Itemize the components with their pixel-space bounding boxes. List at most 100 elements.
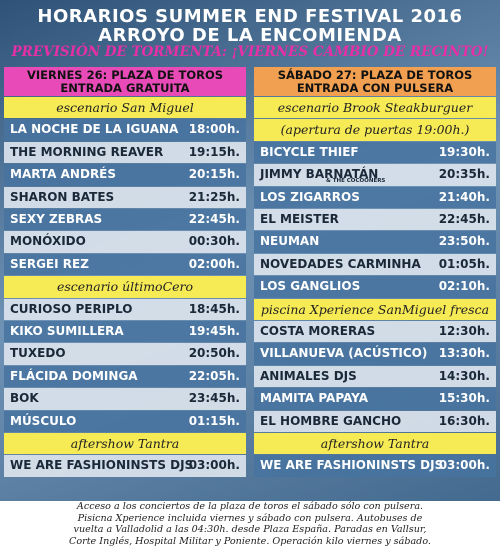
stage-name: (apertura de puertas 19:00h.)	[254, 119, 496, 141]
footer-line: Corte Inglés, Hospital Militar y Ponient…	[69, 535, 431, 547]
time: 18:00h.	[188, 122, 240, 137]
act-name: VILLANUEVA (ACÚSTICO)	[260, 346, 428, 361]
schedule-row: EL HOMBRE GANCHO 16:30h.	[254, 410, 496, 432]
schedule-row: MONÓXIDO 00:30h.	[4, 231, 246, 253]
schedule-row: BOK 23:45h.	[4, 388, 246, 410]
schedule-row: MARTA ANDRÉS 20:15h.	[4, 164, 246, 186]
act-name: WE ARE FASHIONINSTS DJS	[10, 458, 194, 473]
act-name: LOS GANGLIOS	[260, 279, 361, 294]
schedule-row: SEXY ZEBRAS 22:45h.	[4, 209, 246, 231]
stage-name: aftershow Tantra	[254, 433, 496, 455]
footer-line: Pisicna Xperience incluida viernes y sáb…	[77, 512, 423, 524]
footer-line: Acceso a los conciertos de la plaza de t…	[76, 501, 424, 512]
time: 16:30h.	[438, 413, 490, 428]
time: 01:15h.	[188, 413, 240, 428]
time: 23:50h.	[438, 234, 490, 249]
time: 01:05h.	[438, 256, 490, 271]
schedule-row: EL MEISTER 22:45h.	[254, 209, 496, 231]
schedule-row: LOS ZIGARROS 21:40h.	[254, 186, 496, 208]
schedule-row: SHARON BATES 21:25h.	[4, 186, 246, 208]
act-name: MAMITA PAPAYA	[260, 391, 368, 406]
act-name: NOVEDADES CARMINHA	[260, 256, 421, 271]
act-name: BICYCLE THIEF	[260, 144, 359, 159]
time: 21:25h.	[188, 189, 240, 204]
heading-line: ENTRADA GRATUITA	[60, 81, 190, 95]
schedule-row: WE ARE FASHIONINSTS DJS 03:00h.	[254, 455, 496, 477]
heading-line: VIERNES 26: PLAZA DE TOROS	[26, 68, 224, 82]
act-name: MÚSCULO	[10, 413, 77, 428]
act-subtitle: & THE COCOONERS	[326, 178, 386, 185]
notice: PREVISIÓN DE TORMENTA: ¡VIERNES CAMBIO D…	[11, 44, 489, 60]
act-name: SHARON BATES	[10, 189, 115, 204]
time: 22:05h.	[188, 368, 240, 383]
time: 19:45h.	[188, 324, 240, 338]
schedule-row: JIMMY BARNATÁN & THE COCOONERS 20:35h.	[254, 164, 496, 186]
act-name: THE MORNING REAVER	[10, 144, 164, 159]
schedule-row: SERGEI REZ 02:00h.	[4, 253, 246, 276]
schedule-row: THE MORNING REAVER 19:15h.	[4, 141, 246, 164]
schedule-row: COSTA MORERAS 12:30h.	[254, 321, 496, 343]
act-name: BOK	[10, 391, 39, 406]
time: 18:45h.	[188, 301, 240, 316]
act-name: WE ARE FASHIONINSTS DJS	[260, 458, 444, 473]
title: ARROYO DE LA ENCOMIENDA	[98, 25, 402, 46]
title: HORARIOS SUMMER END FESTIVAL 2016	[37, 6, 463, 27]
time: 12:30h.	[438, 324, 490, 338]
stage-name: escenario últimoCero	[4, 276, 246, 298]
time: 02:10h.	[438, 279, 490, 294]
act-name: CURIOSO PERIPLO	[10, 301, 133, 316]
stage-name: aftershow Tantra	[4, 433, 246, 455]
act-name: SERGEI REZ	[10, 256, 89, 271]
time: 20:35h.	[438, 167, 490, 182]
schedule-row: TUXEDO 20:50h.	[4, 343, 246, 365]
act-name: LA NOCHE DE LA IGUANA	[10, 122, 179, 137]
schedule-row: KIKO SUMILLERA 19:45h.	[4, 321, 246, 343]
schedule-row: WE ARE FASHIONINSTS DJS 03:00h.	[4, 455, 246, 477]
act-name: MARTA ANDRÉS	[10, 167, 117, 182]
act-name: MONÓXIDO	[10, 234, 86, 249]
schedule-row: LA NOCHE DE LA IGUANA 18:00h.	[4, 119, 246, 141]
time: 20:15h.	[188, 167, 240, 182]
act-name: JIMMY BARNATÁN	[260, 167, 379, 182]
act-name: EL HOMBRE GANCHO	[260, 413, 402, 428]
act-name: LOS ZIGARROS	[260, 189, 360, 204]
heading-line: SÁBADO 27: PLAZA DE TOROS	[277, 68, 473, 82]
footer-line: vuelta a Valladolid a las 04:30h. desde …	[73, 524, 427, 535]
time: 22:45h.	[438, 212, 490, 226]
act-name: FLÁCIDA DOMINGA	[10, 368, 138, 383]
schedule-row: MAMITA PAPAYA 15:30h.	[254, 388, 496, 410]
act-name: NEUMAN	[260, 234, 320, 249]
time: 23:45h.	[188, 391, 240, 406]
act-name: COSTA MORERAS	[260, 324, 376, 338]
time: 03:00h.	[438, 458, 490, 473]
time: 20:50h.	[188, 346, 240, 361]
time: 19:15h.	[188, 144, 240, 159]
time: 13:30h.	[438, 346, 490, 361]
schedule-row: NEUMAN 23:50h.	[254, 231, 496, 253]
schedule-row: NOVEDADES CARMINHA 01:05h.	[254, 253, 496, 276]
heading-line: ENTRADA CON PULSERA	[296, 81, 454, 95]
time: 03:00h.	[188, 458, 240, 473]
time: 02:00h.	[188, 256, 240, 271]
time: 00:30h.	[188, 234, 240, 249]
act-name: SEXY ZEBRAS	[10, 212, 103, 226]
act-name: ANIMALES DJS	[260, 368, 357, 383]
schedule-row: MÚSCULO 01:15h.	[4, 410, 246, 432]
schedule-row: LOS GANGLIOS 02:10h.	[254, 276, 496, 298]
time: 21:40h.	[438, 189, 490, 204]
time: 14:30h.	[438, 368, 490, 383]
footer: Acceso a los conciertos de la plaza de t…	[0, 501, 500, 551]
schedule-row: CURIOSO PERIPLO 18:45h.	[4, 298, 246, 320]
stage-name: escenario San Miguel	[4, 97, 246, 119]
act-name: TUXEDO	[10, 346, 66, 361]
act-name: EL MEISTER	[260, 212, 339, 226]
time: 19:30h.	[438, 144, 490, 159]
time: 22:45h.	[188, 212, 240, 226]
stage-name: piscina Xperience SanMiguel fresca	[254, 298, 496, 320]
column-heading: SÁBADO 27: PLAZA DE TOROS ENTRADA CON PUL…	[254, 67, 496, 96]
schedule-row: FLÁCIDA DOMINGA 22:05h.	[4, 365, 246, 388]
act-name: KIKO SUMILLERA	[10, 324, 124, 338]
schedule-row: ANIMALES DJS 14:30h.	[254, 365, 496, 388]
schedule-row: BICYCLE THIEF 19:30h.	[254, 141, 496, 164]
